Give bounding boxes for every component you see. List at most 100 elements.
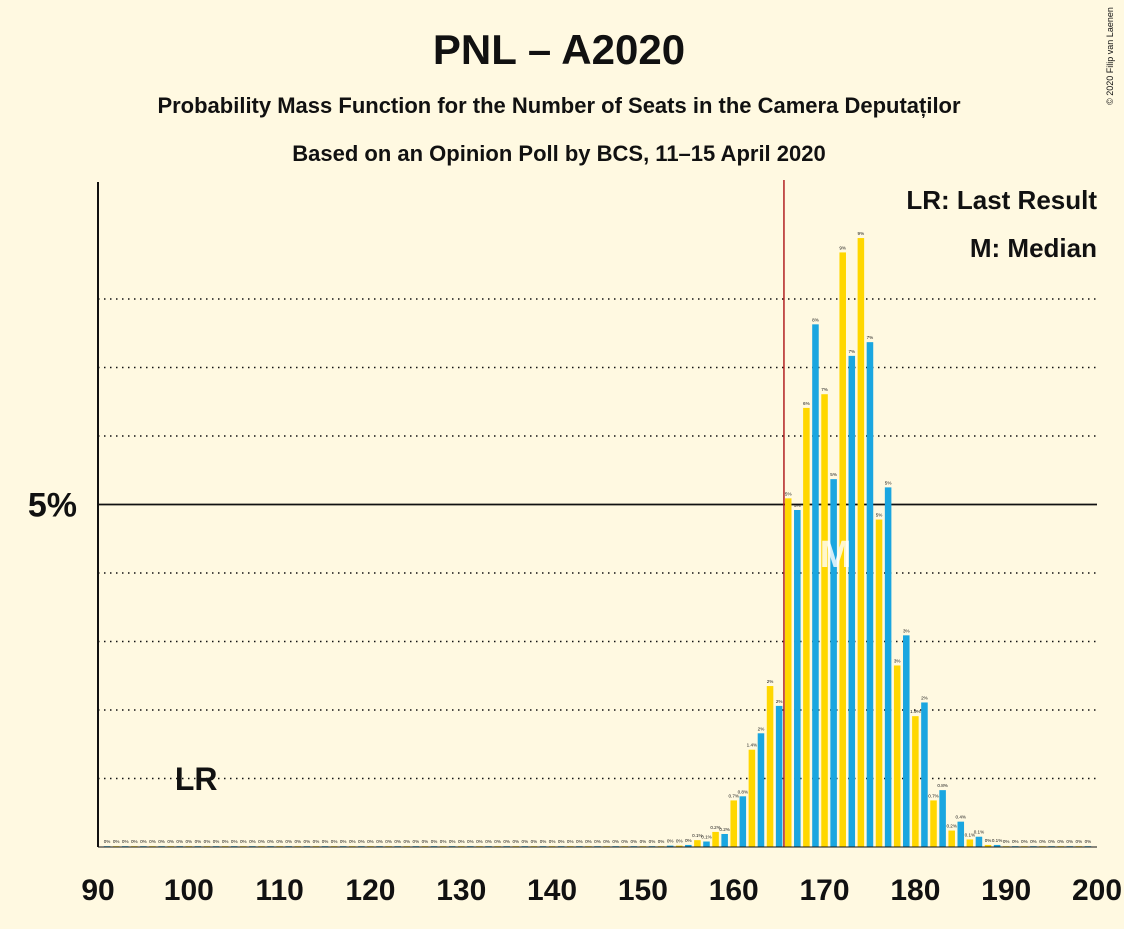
bar-label-seats-187: 0.1% — [974, 830, 984, 835]
x-tick-label-180: 180 — [890, 874, 940, 907]
bar-label-seats-118: 0% — [349, 839, 356, 844]
bar-label-seats-164: 2% — [767, 679, 774, 684]
bar-label-seats-95: 0% — [140, 839, 147, 844]
bar-label-seats-177: 5% — [885, 480, 892, 485]
bar-label-seats-110: 0% — [276, 839, 283, 844]
bar-label-seats-111: 0% — [285, 839, 292, 844]
bar-seats-154 — [675, 845, 683, 847]
x-tick-label-160: 160 — [709, 874, 759, 907]
x-tick-label-190: 190 — [981, 874, 1031, 907]
bar-label-seats-188: 0% — [985, 838, 992, 843]
bar-seats-164 — [766, 686, 774, 847]
bar-seats-158 — [712, 831, 719, 847]
median-marker: M — [820, 534, 852, 576]
bar-seats-156 — [694, 840, 701, 847]
bar-label-seats-124: 0% — [403, 839, 410, 844]
bar-label-seats-155: 0% — [685, 838, 692, 843]
bar-seats-185 — [957, 821, 965, 847]
bar-seats-184 — [948, 830, 955, 847]
bar-label-seats-183: 0.8% — [937, 783, 947, 788]
bar-label-seats-154: 0% — [676, 839, 683, 844]
bar-label-seats-106: 0% — [240, 839, 247, 844]
last-result-label: LR — [175, 761, 218, 797]
bar-seats-172 — [839, 252, 846, 848]
bar-seats-157 — [703, 841, 710, 847]
bar-label-seats-191: 0% — [1012, 839, 1019, 844]
bar-label-seats-169: 8% — [812, 317, 819, 322]
bar-label-seats-104: 0% — [222, 839, 229, 844]
bar-label-seats-189: 0.1% — [992, 838, 1002, 843]
bar-label-seats-163: 2% — [758, 726, 765, 731]
bar-label-seats-152: 0% — [658, 839, 665, 844]
bar-seats-155 — [685, 844, 692, 847]
bar-label-seats-174: 9% — [858, 231, 865, 236]
bar-seats-153 — [666, 845, 674, 847]
bar-seats-182 — [930, 800, 937, 847]
bar-label-seats-162: 1.4% — [747, 743, 757, 748]
x-tick-label-110: 110 — [255, 874, 303, 907]
bar-label-seats-173: 7% — [848, 349, 855, 354]
x-tick-label-200: 200 — [1072, 874, 1122, 907]
bar-label-seats-194: 0% — [1039, 839, 1046, 844]
bar-label-seats-158: 0.2% — [710, 825, 720, 830]
bar-label-seats-160: 0.7% — [728, 793, 738, 798]
bar-label-seats-117: 0% — [340, 839, 347, 844]
bar-seats-179 — [903, 635, 910, 847]
copyright-text: © 2020 Filip van Laenen — [1105, 7, 1115, 105]
bar-label-seats-146: 0% — [603, 839, 610, 844]
bar-label-seats-171: 5% — [830, 472, 837, 477]
x-tick-label-90: 90 — [81, 874, 114, 907]
x-tick-label-170: 170 — [800, 874, 850, 907]
bar-label-seats-166: 5% — [785, 491, 792, 496]
bar-label-seats-114: 0% — [313, 839, 320, 844]
x-tick-label-120: 120 — [345, 874, 395, 907]
bar-label-seats-192: 0% — [1021, 839, 1028, 844]
bar-seats-186 — [966, 839, 974, 847]
y-tick-label-5-percent: 5% — [28, 487, 77, 525]
bar-label-seats-151: 0% — [649, 839, 656, 844]
bars-layer — [103, 238, 1092, 848]
bar-label-seats-167: 5% — [794, 503, 801, 508]
bar-seats-161 — [739, 796, 747, 847]
bar-seats-188 — [984, 844, 992, 847]
bar-label-seats-109: 0% — [267, 839, 274, 844]
bar-label-seats-134: 0% — [494, 839, 501, 844]
bar-seats-160 — [730, 800, 737, 847]
bar-label-seats-125: 0% — [413, 839, 420, 844]
chart-title: PNL – A2020 — [433, 26, 685, 73]
bar-label-seats-119: 0% — [358, 839, 365, 844]
bar-label-seats-93: 0% — [122, 839, 129, 844]
bar-label-seats-181: 2% — [921, 695, 928, 700]
bar-label-seats-123: 0% — [394, 839, 401, 844]
bar-label-seats-142: 0% — [567, 839, 574, 844]
bar-seats-165 — [775, 705, 783, 847]
bar-label-seats-133: 0% — [485, 839, 492, 844]
bar-seats-178 — [893, 665, 901, 847]
grid-layer — [98, 298, 1097, 780]
bar-label-seats-150: 0% — [640, 839, 647, 844]
bar-label-seats-137: 0% — [522, 839, 529, 844]
legend-last-result: LR: Last Result — [906, 185, 1097, 215]
bar-label-seats-112: 0% — [294, 839, 301, 844]
bar-label-seats-145: 0% — [594, 839, 601, 844]
bar-label-seats-190: 0% — [1003, 839, 1010, 844]
bar-label-seats-108: 0% — [258, 839, 265, 844]
bar-label-seats-168: 6% — [803, 401, 810, 406]
bar-seats-183 — [939, 790, 946, 847]
bar-label-seats-129: 0% — [449, 839, 456, 844]
bar-label-seats-115: 0% — [322, 839, 329, 844]
bar-label-seats-149: 0% — [631, 839, 638, 844]
bar-labels-layer: 0% 0% 0% 0% 0% 0% 0% 0% 0% 0% 0% 0% 0% 0% 0% 0% 0% 0% 0% 0%… — [104, 231, 1091, 844]
bar-label-seats-92: 0% — [113, 839, 120, 844]
bar-seats-163 — [757, 733, 765, 847]
x-tick-label-130: 130 — [436, 874, 486, 907]
bar-seats-166 — [784, 498, 792, 847]
bar-label-seats-130: 0% — [458, 839, 465, 844]
bar-seats-181 — [921, 702, 928, 847]
bar-seats-162 — [748, 749, 756, 847]
bar-label-seats-144: 0% — [585, 839, 592, 844]
bar-label-seats-185: 0.4% — [956, 815, 966, 820]
